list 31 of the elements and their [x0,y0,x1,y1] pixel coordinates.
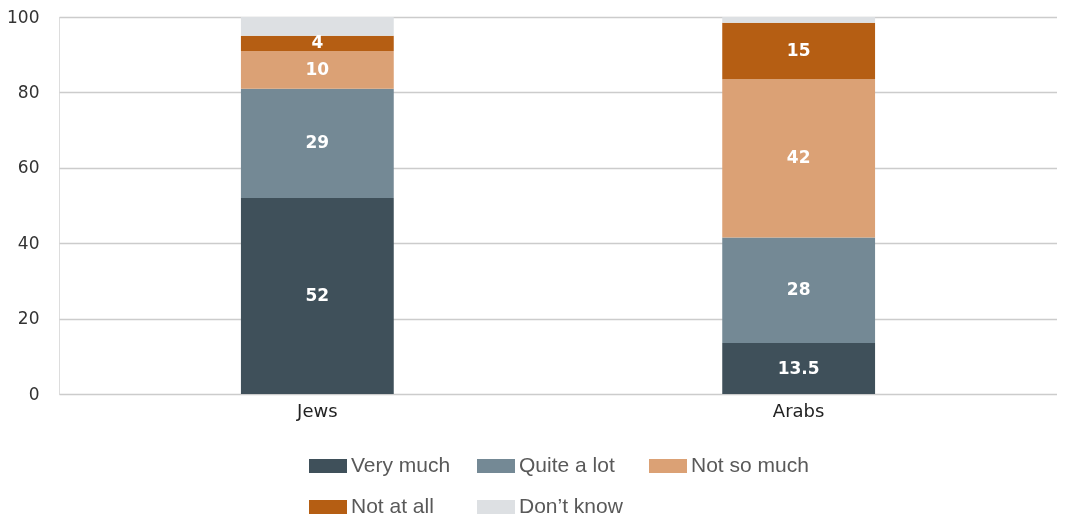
x-tick-label: Jews [296,399,338,421]
y-tick-label: 0 [28,383,40,404]
y-tick-label: 100 [7,6,40,27]
bar [240,197,394,394]
data-label: 29 [305,132,330,153]
bar [722,17,876,23]
legend-label: Very much [351,453,451,476]
data-label: 42 [786,147,811,168]
y-tick-label: 80 [17,81,40,102]
bar [240,88,394,198]
bar [240,17,394,36]
legend-label: Not at all [351,494,434,517]
data-label: 4 [311,32,324,53]
data-label: 28 [786,279,811,300]
bar [240,35,394,51]
legend-label: Don’t know [519,494,624,517]
data-label: 10 [305,58,330,79]
y-tick-label: 40 [17,232,40,253]
bar [722,343,876,394]
legend-label: Not so much [691,453,809,476]
bar [722,22,876,80]
bar [240,50,394,89]
data-label: 13.5 [777,357,820,378]
y-tick-label: 60 [17,157,40,178]
bar [722,237,876,344]
data-label: 52 [305,284,330,305]
bar [722,79,876,238]
data-label: 15 [786,39,811,60]
y-tick-label: 20 [17,308,40,329]
x-tick-label: Arabs [772,399,825,421]
legend-label: Quite a lot [519,453,615,476]
